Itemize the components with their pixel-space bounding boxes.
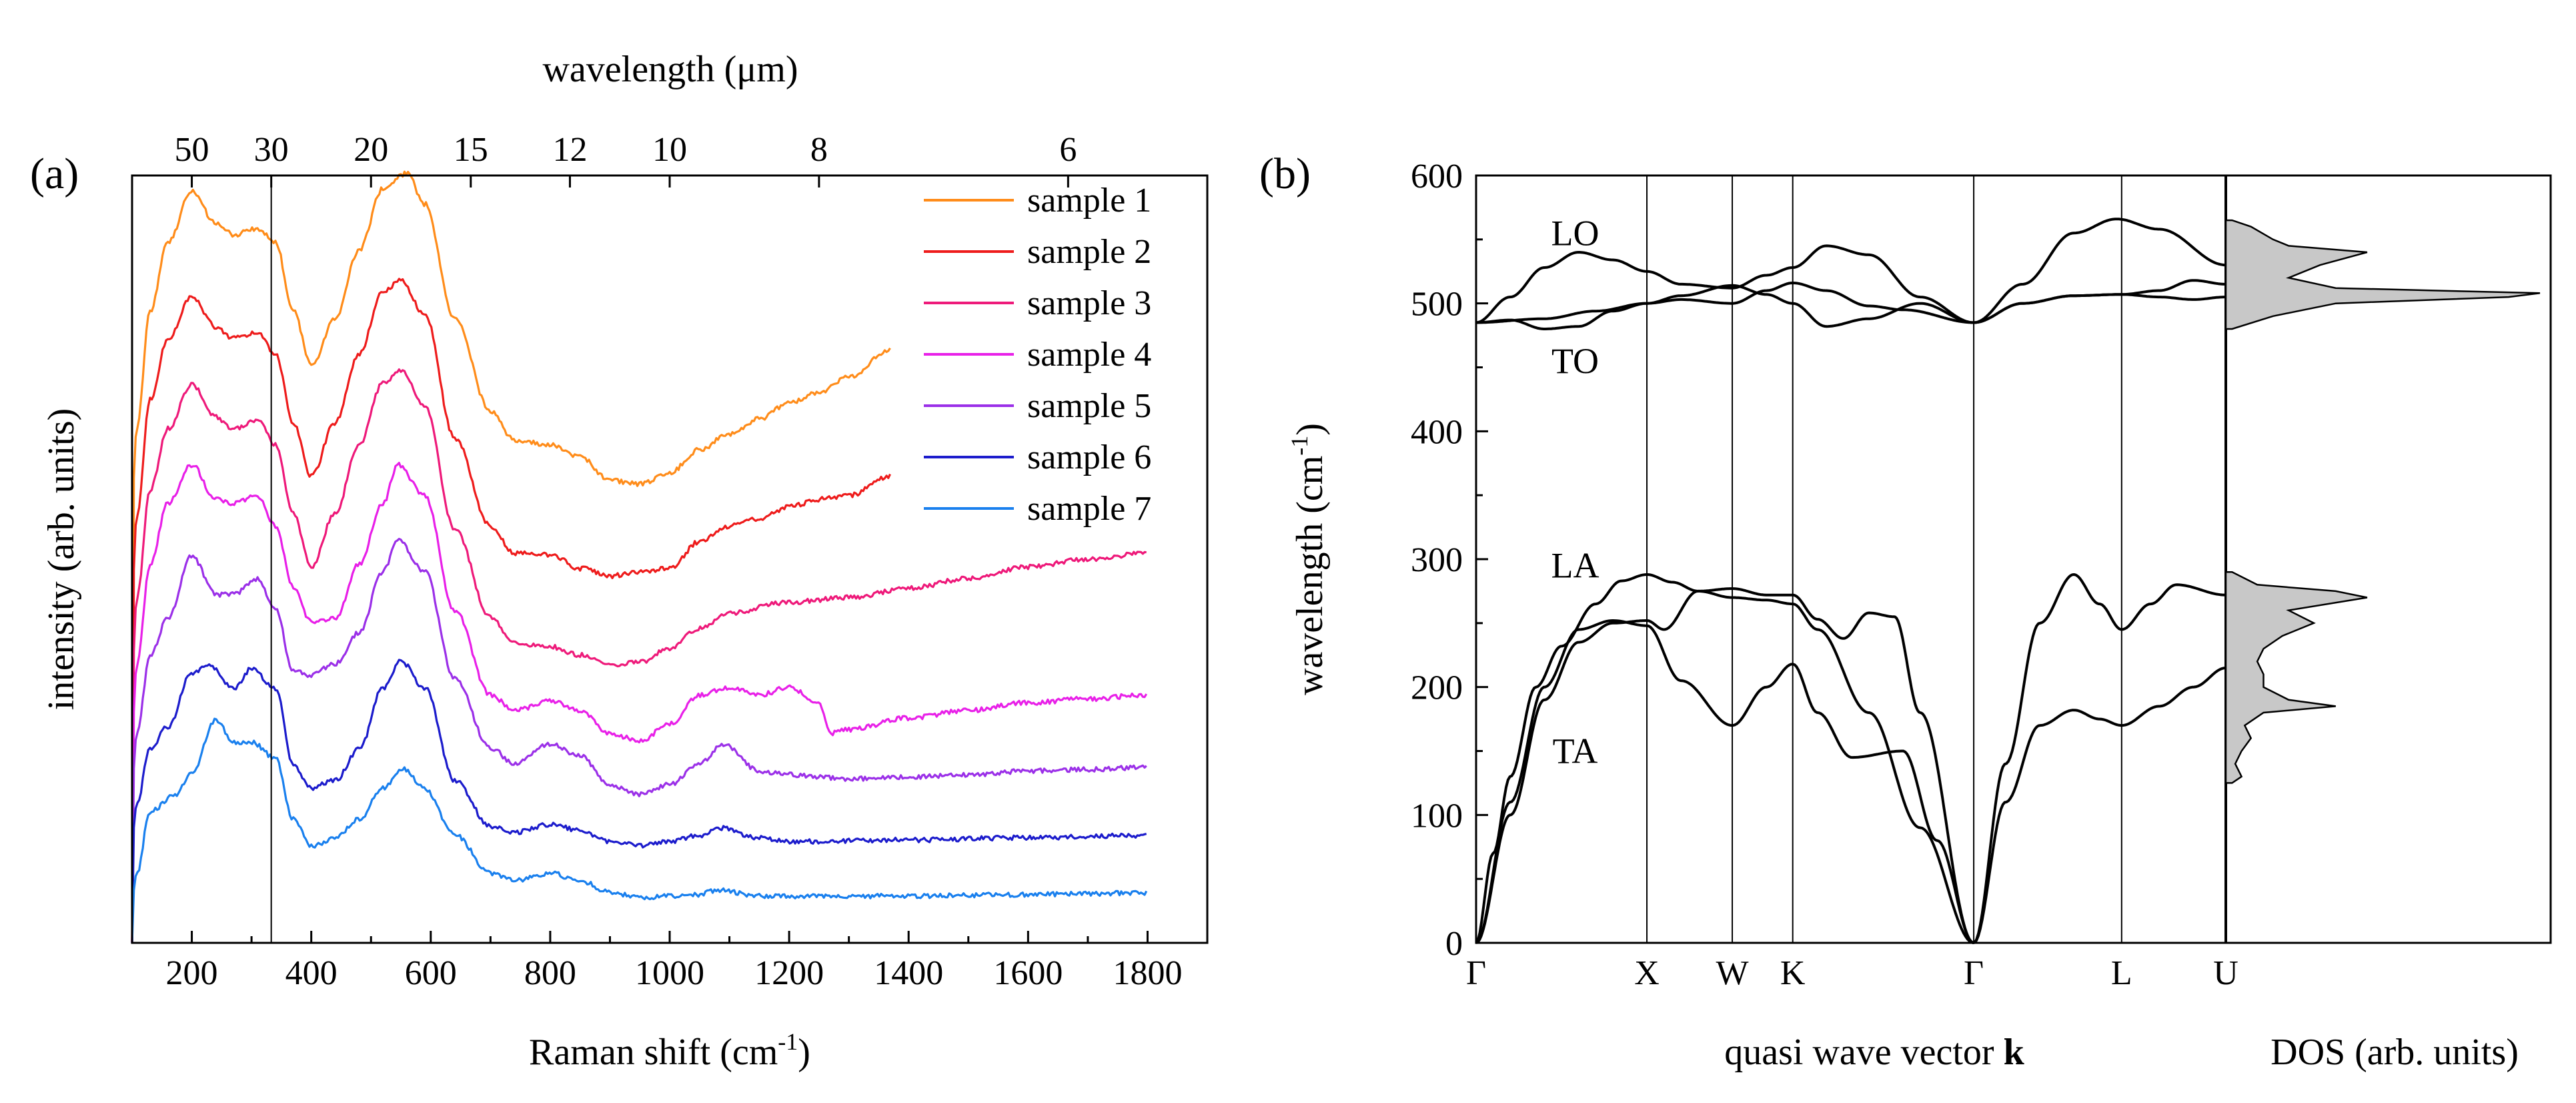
trace-sample-1 bbox=[131, 170, 891, 944]
branch-to-high bbox=[1476, 279, 2226, 324]
legend-label-sample-4: sample 4 bbox=[1027, 336, 1151, 374]
panel-b-y-tick-label-0: 0 bbox=[1445, 925, 1463, 963]
panel-a-top-tick-label-6: 6 bbox=[1059, 131, 1077, 169]
panel-b-y-tick-labels: 0 100 200 300 400 500 600 bbox=[1411, 157, 1488, 963]
panel-a-top-tick-labels: 50 30 20 15 12 10 8 6 bbox=[175, 131, 1077, 188]
panel-b-mode-labels: LO TO LA TA bbox=[1551, 213, 1599, 771]
panel-b-dos bbox=[2224, 219, 2541, 943]
panel-a-top-tick-label-30: 30 bbox=[254, 131, 289, 169]
panel-b-y-tick-label-300: 300 bbox=[1411, 541, 1463, 579]
legend-label-sample-6: sample 6 bbox=[1027, 438, 1151, 476]
k-point-label-6: U bbox=[2213, 954, 2238, 992]
legend-label-sample-1: sample 1 bbox=[1027, 181, 1151, 220]
panel-a-top-tick-label-20: 20 bbox=[354, 131, 388, 169]
panel-a-label: (a) bbox=[30, 149, 79, 198]
panel-a-legend: sample 1 sample 2 sample 3 sample 4 sample 5… bbox=[924, 181, 1151, 528]
mode-label-to: TO bbox=[1551, 341, 1599, 381]
legend-label-sample-2: sample 2 bbox=[1027, 233, 1151, 271]
k-point-label-5: L bbox=[2111, 954, 2132, 992]
trace-sample-3 bbox=[131, 368, 1147, 944]
branch-ta-lower bbox=[1475, 619, 2226, 944]
trace-sample-2 bbox=[131, 278, 891, 944]
panel-a-top-tick-label-50: 50 bbox=[175, 131, 209, 169]
panel-a-traces bbox=[131, 170, 1148, 944]
k-point-label-0: Γ bbox=[1466, 954, 1486, 992]
branch-to-low bbox=[1476, 284, 2226, 330]
panel-a-top-tick-label-8: 8 bbox=[810, 131, 828, 169]
legend-label-sample-7: sample 7 bbox=[1027, 490, 1151, 528]
panel-a-x-tick-label-400: 400 bbox=[285, 954, 338, 992]
legend-label-sample-3: sample 3 bbox=[1027, 284, 1151, 322]
panel-a-top-tick-label-10: 10 bbox=[652, 131, 687, 169]
legend-label-sample-5: sample 5 bbox=[1027, 387, 1151, 425]
trace-sample-6 bbox=[131, 659, 1147, 944]
panel-b-dos-axis-title: DOS (arb. units) bbox=[2271, 1032, 2519, 1073]
trace-sample-4 bbox=[131, 462, 1148, 944]
mode-label-lo: LO bbox=[1551, 213, 1599, 253]
panel-b-y-axis-superscript: -1 bbox=[1286, 436, 1313, 456]
panel-b-label: (b) bbox=[1259, 149, 1311, 198]
panel-a-x-tick-label-1200: 1200 bbox=[754, 954, 824, 992]
panel-b-y-tick-label-200: 200 bbox=[1411, 669, 1463, 707]
panel-b-y-tick-label-500: 500 bbox=[1411, 286, 1463, 324]
mode-label-la: LA bbox=[1551, 546, 1599, 586]
panel-a-top-axis-title: wavelength (μm) bbox=[542, 49, 798, 90]
branch-ta-upper bbox=[1475, 587, 1974, 944]
panel-a-y-axis-title: intensity (arb. units) bbox=[41, 408, 82, 711]
panel-a-x-tick-label-800: 800 bbox=[524, 954, 576, 992]
trace-sample-5 bbox=[131, 538, 1147, 944]
mode-label-ta: TA bbox=[1553, 731, 1598, 771]
panel-a-x-tick-label-1600: 1600 bbox=[993, 954, 1063, 992]
panel-b-y-tick-label-600: 600 bbox=[1411, 157, 1463, 196]
trace-sample-7 bbox=[131, 717, 1148, 944]
panel-a-x-axis-title: Raman shift (cm-1) bbox=[529, 1028, 810, 1073]
panel-b-y-axis-title: wavelength (cm-1) bbox=[1286, 423, 1331, 695]
dos-band-acoustic bbox=[2224, 571, 2368, 784]
panel-a-x-tick-label-200: 200 bbox=[166, 954, 218, 992]
panel-a-plot-frame bbox=[131, 174, 1209, 944]
panel-a-x-axis-superscript: -1 bbox=[778, 1028, 798, 1055]
branch-la bbox=[1475, 573, 2226, 944]
panel-b-x-axis-title: quasi wave vector k bbox=[1724, 1032, 2024, 1073]
panel-b-high-symmetry-lines bbox=[1646, 175, 2227, 943]
branch-lo bbox=[1475, 218, 2226, 324]
panel-a-top-tick-label-15: 15 bbox=[454, 131, 488, 169]
panel-b-y-tick-label-400: 400 bbox=[1411, 413, 1463, 451]
panel-a-x-tick-label-600: 600 bbox=[405, 954, 457, 992]
k-point-label-4: Γ bbox=[1964, 954, 1984, 992]
panel-a-raman-spectra: (a) wavelength (μm) 50 30 20 15 12 10 8 6 200 40… bbox=[30, 49, 1209, 1073]
panel-a-x-tick-labels: 200 400 600 800 1000 1200 1400 1600 1800 bbox=[131, 931, 1209, 992]
k-point-label-2: W bbox=[1716, 954, 1749, 992]
k-point-label-1: X bbox=[1634, 954, 1660, 992]
panel-b-plot-frame bbox=[1475, 174, 2552, 944]
panel-a-x-tick-label-1000: 1000 bbox=[635, 954, 704, 992]
panel-b-dispersion-branches bbox=[1475, 218, 2226, 944]
panel-a-x-tick-label-1800: 1800 bbox=[1113, 954, 1182, 992]
dos-band-optical bbox=[2224, 219, 2541, 330]
panel-b-x-axis-bold-k: k bbox=[2004, 1032, 2025, 1073]
panel-a-top-tick-label-12: 12 bbox=[552, 131, 587, 169]
panel-b-y-tick-label-100: 100 bbox=[1411, 797, 1463, 835]
panel-a-x-tick-label-1400: 1400 bbox=[874, 954, 943, 992]
k-point-label-3: K bbox=[1780, 954, 1806, 992]
